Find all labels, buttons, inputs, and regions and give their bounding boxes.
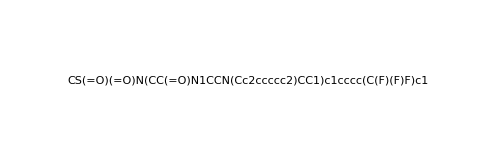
- Text: CS(=O)(=O)N(CC(=O)N1CCN(Cc2ccccc2)CC1)c1cccc(C(F)(F)F)c1: CS(=O)(=O)N(CC(=O)N1CCN(Cc2ccccc2)CC1)c1…: [67, 75, 429, 85]
